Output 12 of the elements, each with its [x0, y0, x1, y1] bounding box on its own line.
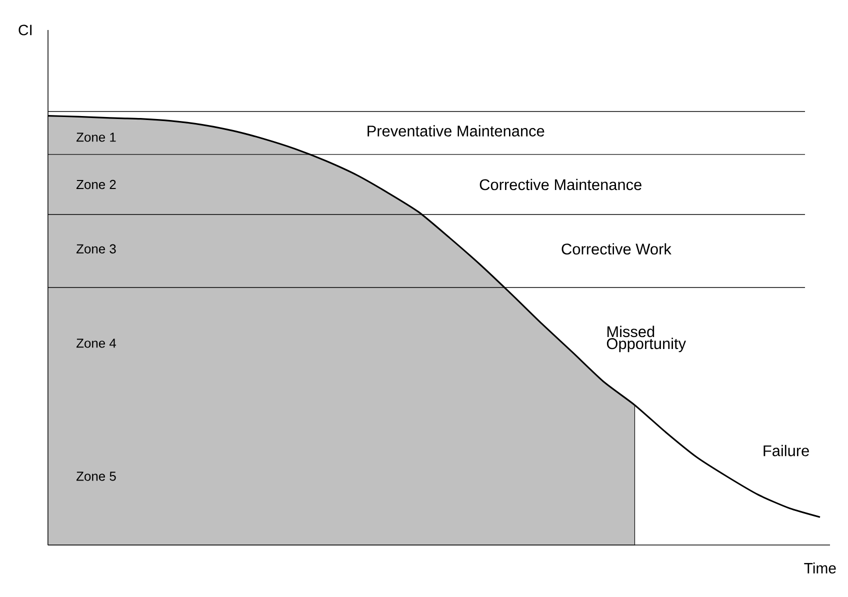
annotation: Zone 1: [76, 132, 116, 142]
annotation: Zone 5: [76, 472, 116, 481]
annotation: Corrective Maintenance: [480, 178, 642, 190]
text: CI: [18, 24, 32, 36]
annotation: Zone 4: [76, 338, 116, 348]
x-axis-title: Time: [804, 562, 836, 574]
annotation: Corrective Work: [562, 243, 672, 255]
annotation: Missed Opportunity: [606, 326, 686, 352]
annotation: Zone 3: [76, 244, 116, 254]
annotation: Failure: [764, 444, 809, 456]
annotation: Zone 2: [76, 180, 116, 190]
annotation: Preventative Maintenance: [368, 125, 544, 137]
